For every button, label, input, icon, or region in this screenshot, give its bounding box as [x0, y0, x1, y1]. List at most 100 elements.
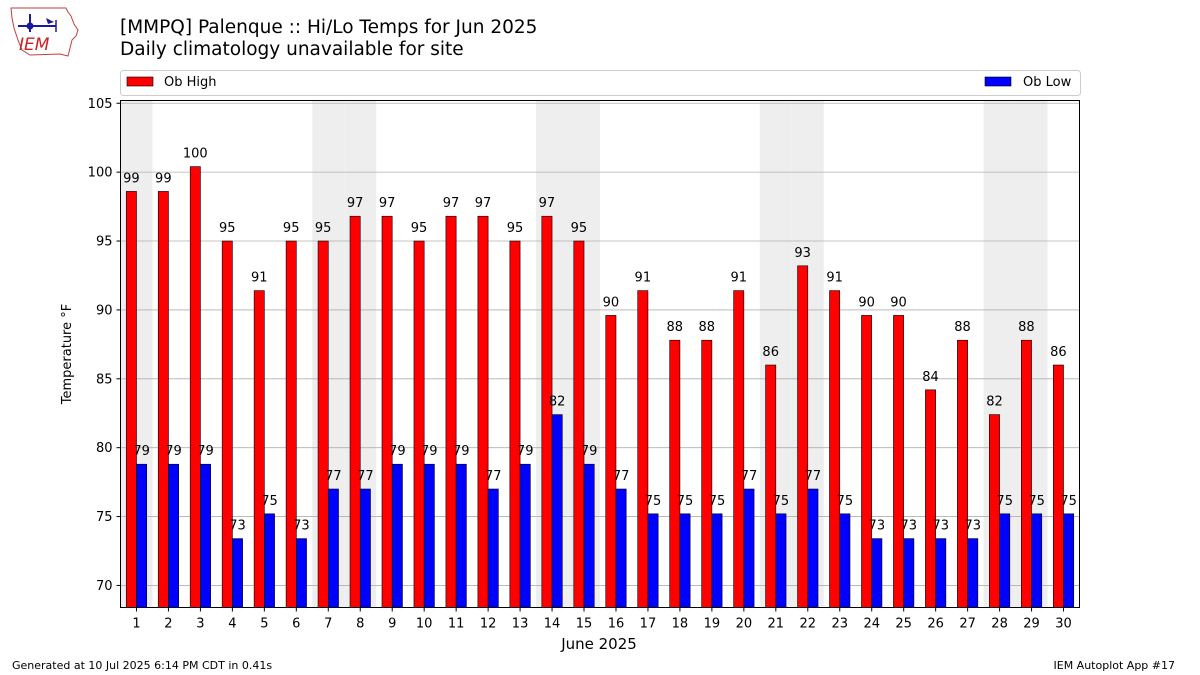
bar-high-label: 91: [730, 271, 747, 286]
bar-high: [765, 364, 777, 608]
bar-high-label: 88: [698, 320, 715, 335]
x-tick-label: 8: [356, 617, 364, 632]
bar-high-label: 86: [762, 345, 779, 360]
bar-low-label: 73: [932, 519, 949, 534]
data-labels: 99 99 100 95 91 95 95 97 97 95 97 97 95 97 95 90 91 88 88 9…: [123, 147, 1077, 534]
x-tick-label: 10: [416, 617, 433, 632]
bars: [125, 166, 1075, 608]
legend-swatch-high: [126, 76, 154, 87]
bar-low: [551, 414, 563, 608]
bar-high: [989, 414, 1000, 608]
bar-high: [925, 389, 936, 608]
y-tick-label: 100: [88, 166, 113, 181]
y-tick-label: 80: [96, 441, 113, 456]
bar-high: [477, 215, 489, 608]
iem-logo: IEM: [10, 7, 79, 57]
bar-high-label: 95: [219, 221, 236, 236]
bar-high-label: 90: [890, 295, 907, 310]
bar-high: [445, 215, 457, 608]
bar-high: [861, 315, 873, 608]
x-tick-label: 24: [863, 617, 880, 632]
footer-generated: Generated at 10 Jul 2025 6:14 PM CDT in …: [12, 659, 273, 672]
bar-low: [711, 513, 723, 608]
x-axis: 1 2 3 4 5 6 7 8 9 10 11 12 13 14 15 16 17 18 19 20 21 22 23 24 2…: [132, 607, 1072, 632]
bar-high-label: 90: [603, 295, 620, 310]
legend-label-high: Ob High: [164, 75, 217, 90]
bar-low-label: 77: [485, 469, 502, 484]
bar-low-label: 73: [229, 519, 246, 534]
bar-high: [701, 339, 713, 608]
bar-low-label: 77: [741, 469, 758, 484]
bar-high: [381, 215, 393, 608]
bar-low: [359, 488, 371, 608]
bar-high-label: 97: [539, 196, 556, 211]
x-tick-label: 4: [228, 617, 236, 632]
bar-low: [871, 538, 883, 608]
x-tick-label: 6: [292, 617, 300, 632]
bar-low: [232, 538, 243, 608]
legend-label-low: Ob Low: [1023, 75, 1072, 90]
bar-low: [679, 513, 691, 608]
bar-high: [189, 166, 201, 608]
bar-low-label: 79: [133, 444, 150, 459]
x-tick-label: 2: [164, 617, 172, 632]
x-tick-label: 21: [768, 617, 785, 632]
bar-low: [391, 463, 403, 608]
x-tick-label: 3: [196, 617, 204, 632]
x-tick-label: 22: [800, 617, 817, 632]
bar-high-label: 97: [443, 196, 460, 211]
bar-low-label: 73: [901, 519, 918, 534]
gridlines: [120, 102, 1080, 586]
bar-low: [615, 488, 627, 608]
legend: Ob High Ob Low: [120, 70, 1081, 96]
logo-text: IEM: [19, 35, 50, 55]
bar-high-label: 82: [986, 395, 1003, 410]
bar-low-label: 82: [549, 395, 566, 410]
bar-low: [583, 463, 595, 608]
x-tick-label: 1: [132, 617, 140, 632]
bar-high: [797, 265, 809, 608]
chart-title: [MMPQ] Palenque :: Hi/Lo Temps for Jun 2…: [120, 17, 538, 38]
bar-low-label: 75: [773, 494, 790, 509]
y-tick-label: 105: [88, 97, 113, 112]
x-tick-label: 27: [959, 617, 976, 632]
bar-high-label: 97: [475, 196, 492, 211]
bar-high-label: 97: [347, 196, 364, 211]
bar-high-label: 100: [183, 147, 208, 162]
bar-high-label: 95: [571, 221, 588, 236]
chart-subtitle: Daily climatology unavailable for site: [120, 39, 464, 60]
y-tick-label: 75: [96, 510, 113, 525]
bar-high-label: 95: [315, 221, 332, 236]
x-tick-label: 9: [388, 617, 396, 632]
x-tick-label: 28: [991, 617, 1008, 632]
y-axis-label: Temperature °F: [60, 304, 75, 405]
bar-high: [1052, 364, 1064, 608]
bar-high: [605, 315, 617, 608]
x-tick-label: 17: [640, 617, 657, 632]
x-tick-label: 11: [448, 617, 465, 632]
bar-low-label: 75: [709, 494, 726, 509]
bar-low-label: 77: [325, 469, 342, 484]
x-tick-label: 25: [895, 617, 912, 632]
bar-high: [413, 240, 425, 608]
bar-low-label: 79: [517, 444, 534, 459]
bar-low-label: 75: [677, 494, 694, 509]
bar-high-label: 86: [1050, 345, 1067, 360]
bar-low-label: 79: [453, 444, 470, 459]
bar-high: [125, 191, 137, 608]
bar-low: [136, 463, 148, 608]
legend-box: [120, 70, 1081, 96]
bar-low-label: 77: [357, 469, 374, 484]
bar-low: [327, 488, 339, 608]
x-tick-label: 30: [1055, 617, 1072, 632]
x-tick-label: 16: [608, 617, 625, 632]
bar-high-label: 95: [283, 221, 300, 236]
x-axis-label: June 2025: [560, 635, 637, 653]
bar-high-label: 84: [922, 370, 939, 385]
bar-low: [200, 463, 211, 608]
bar-low-label: 79: [581, 444, 598, 459]
bar-low: [423, 463, 435, 608]
bar-low: [168, 463, 179, 608]
bar-high-label: 91: [251, 271, 268, 286]
